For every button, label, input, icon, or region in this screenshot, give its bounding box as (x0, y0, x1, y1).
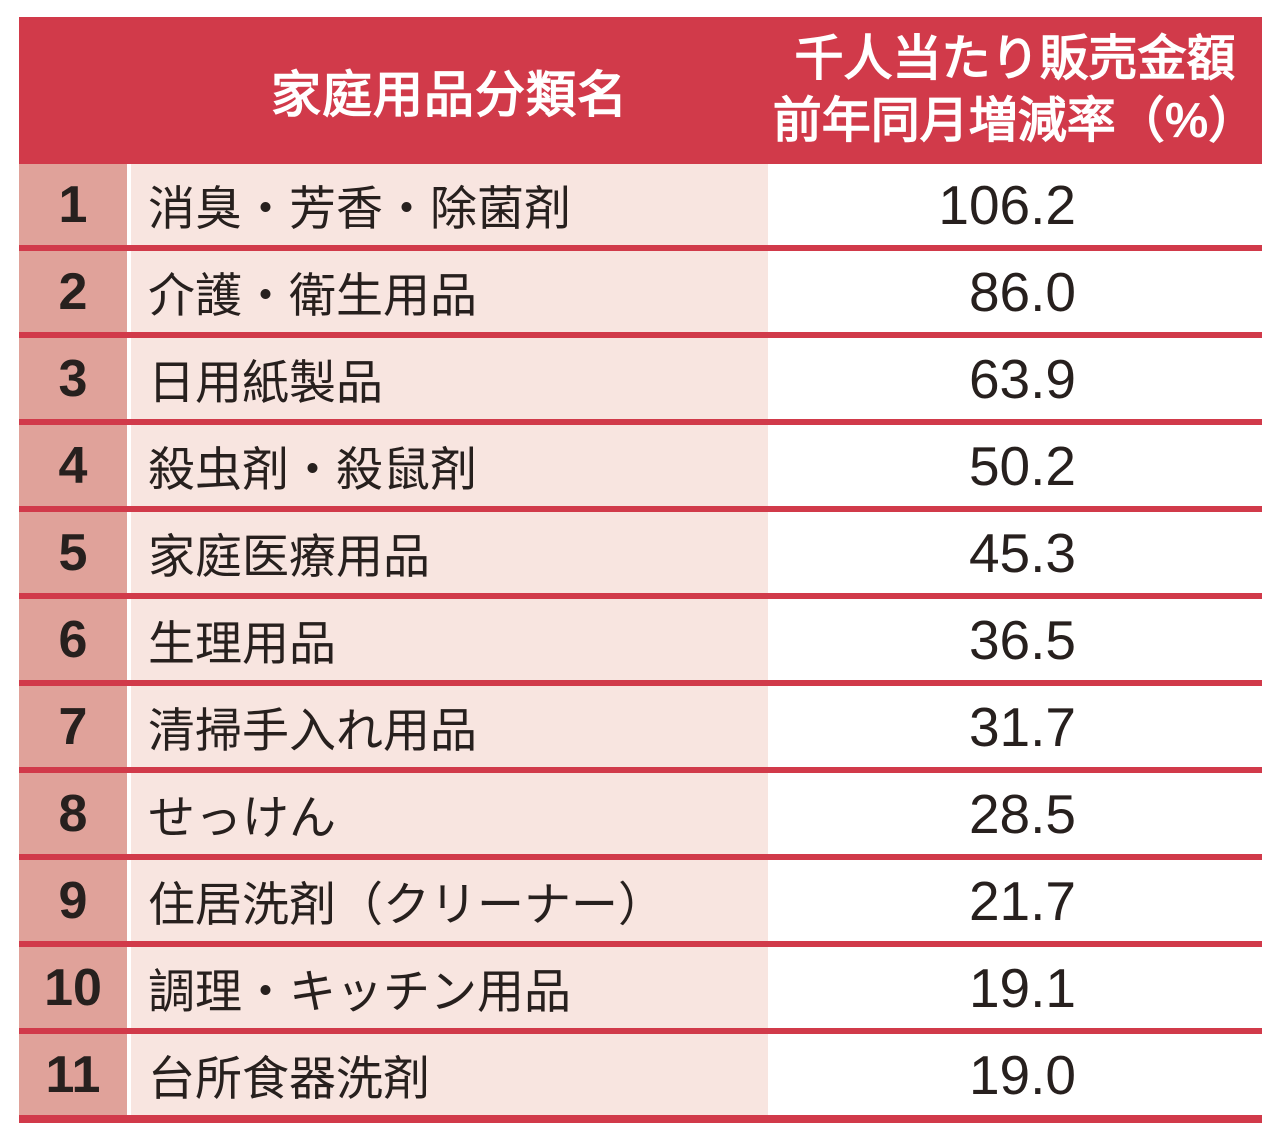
table-row: 1 消臭・芳香・除菌剤 106.2 (19, 164, 1262, 251)
category-cell: 日用紙製品 (131, 338, 768, 419)
column-gap (127, 947, 131, 1028)
column-gap (127, 425, 131, 506)
header-value-label-line1: 千人当たり販売金額 (794, 31, 1236, 86)
table-row: 4 殺虫剤・殺鼠剤 50.2 (19, 425, 1262, 512)
column-gap (127, 338, 131, 419)
column-gap (127, 512, 131, 593)
rank-cell: 4 (19, 425, 127, 506)
table-row: 3 日用紙製品 63.9 (19, 338, 1262, 425)
value-cell: 86.0 (768, 251, 1262, 332)
header-value-label-line2: 前年同月増減率（%） (772, 93, 1258, 148)
rank-cell: 1 (19, 164, 127, 245)
table-row: 8 せっけん 28.5 (19, 773, 1262, 860)
table-row: 5 家庭医療用品 45.3 (19, 512, 1262, 599)
table-row: 10 調理・キッチン用品 19.1 (19, 947, 1262, 1034)
rank-cell: 10 (19, 947, 127, 1028)
column-gap (127, 1034, 131, 1115)
column-gap (127, 773, 131, 854)
category-cell: 消臭・芳香・除菌剤 (131, 164, 768, 245)
column-gap (127, 164, 131, 245)
value-cell: 106.2 (768, 164, 1262, 245)
rank-cell: 11 (19, 1034, 127, 1115)
rank-cell: 2 (19, 251, 127, 332)
table-row: 11 台所食器洗剤 19.0 (19, 1034, 1262, 1123)
rank-cell: 3 (19, 338, 127, 419)
value-cell: 31.7 (768, 686, 1262, 767)
column-gap (127, 599, 131, 680)
value-cell: 21.7 (768, 860, 1262, 941)
category-cell: 殺虫剤・殺鼠剤 (131, 425, 768, 506)
category-cell: 介護・衛生用品 (131, 251, 768, 332)
value-cell: 28.5 (768, 773, 1262, 854)
value-cell: 63.9 (768, 338, 1262, 419)
table-row: 7 清掃手入れ用品 31.7 (19, 686, 1262, 773)
category-cell: 生理用品 (131, 599, 768, 680)
rank-cell: 5 (19, 512, 127, 593)
table-row: 9 住居洗剤（クリーナー） 21.7 (19, 860, 1262, 947)
value-cell: 19.0 (768, 1034, 1262, 1115)
rank-cell: 8 (19, 773, 127, 854)
header-value-column-label: 千人当たり販売金額 前年同月増減率（%） (768, 17, 1262, 164)
category-cell: 家庭医療用品 (131, 512, 768, 593)
table-header: 家庭用品分類名 千人当たり販売金額 前年同月増減率（%） (19, 17, 1262, 164)
value-cell: 45.3 (768, 512, 1262, 593)
table-row: 6 生理用品 36.5 (19, 599, 1262, 686)
ranking-table: 家庭用品分類名 千人当たり販売金額 前年同月増減率（%） 1 消臭・芳香・除菌剤… (19, 17, 1262, 1123)
column-gap (127, 686, 131, 767)
category-cell: 住居洗剤（クリーナー） (131, 860, 768, 941)
header-category-column-label: 家庭用品分類名 (271, 66, 628, 123)
rank-cell: 9 (19, 860, 127, 941)
column-gap (127, 251, 131, 332)
value-cell: 50.2 (768, 425, 1262, 506)
rank-cell: 6 (19, 599, 127, 680)
value-cell: 19.1 (768, 947, 1262, 1028)
column-gap (127, 860, 131, 941)
category-cell: 清掃手入れ用品 (131, 686, 768, 767)
category-cell: せっけん (131, 773, 768, 854)
value-cell: 36.5 (768, 599, 1262, 680)
category-cell: 調理・キッチン用品 (131, 947, 768, 1028)
table-row: 2 介護・衛生用品 86.0 (19, 251, 1262, 338)
category-cell: 台所食器洗剤 (131, 1034, 768, 1115)
rank-cell: 7 (19, 686, 127, 767)
